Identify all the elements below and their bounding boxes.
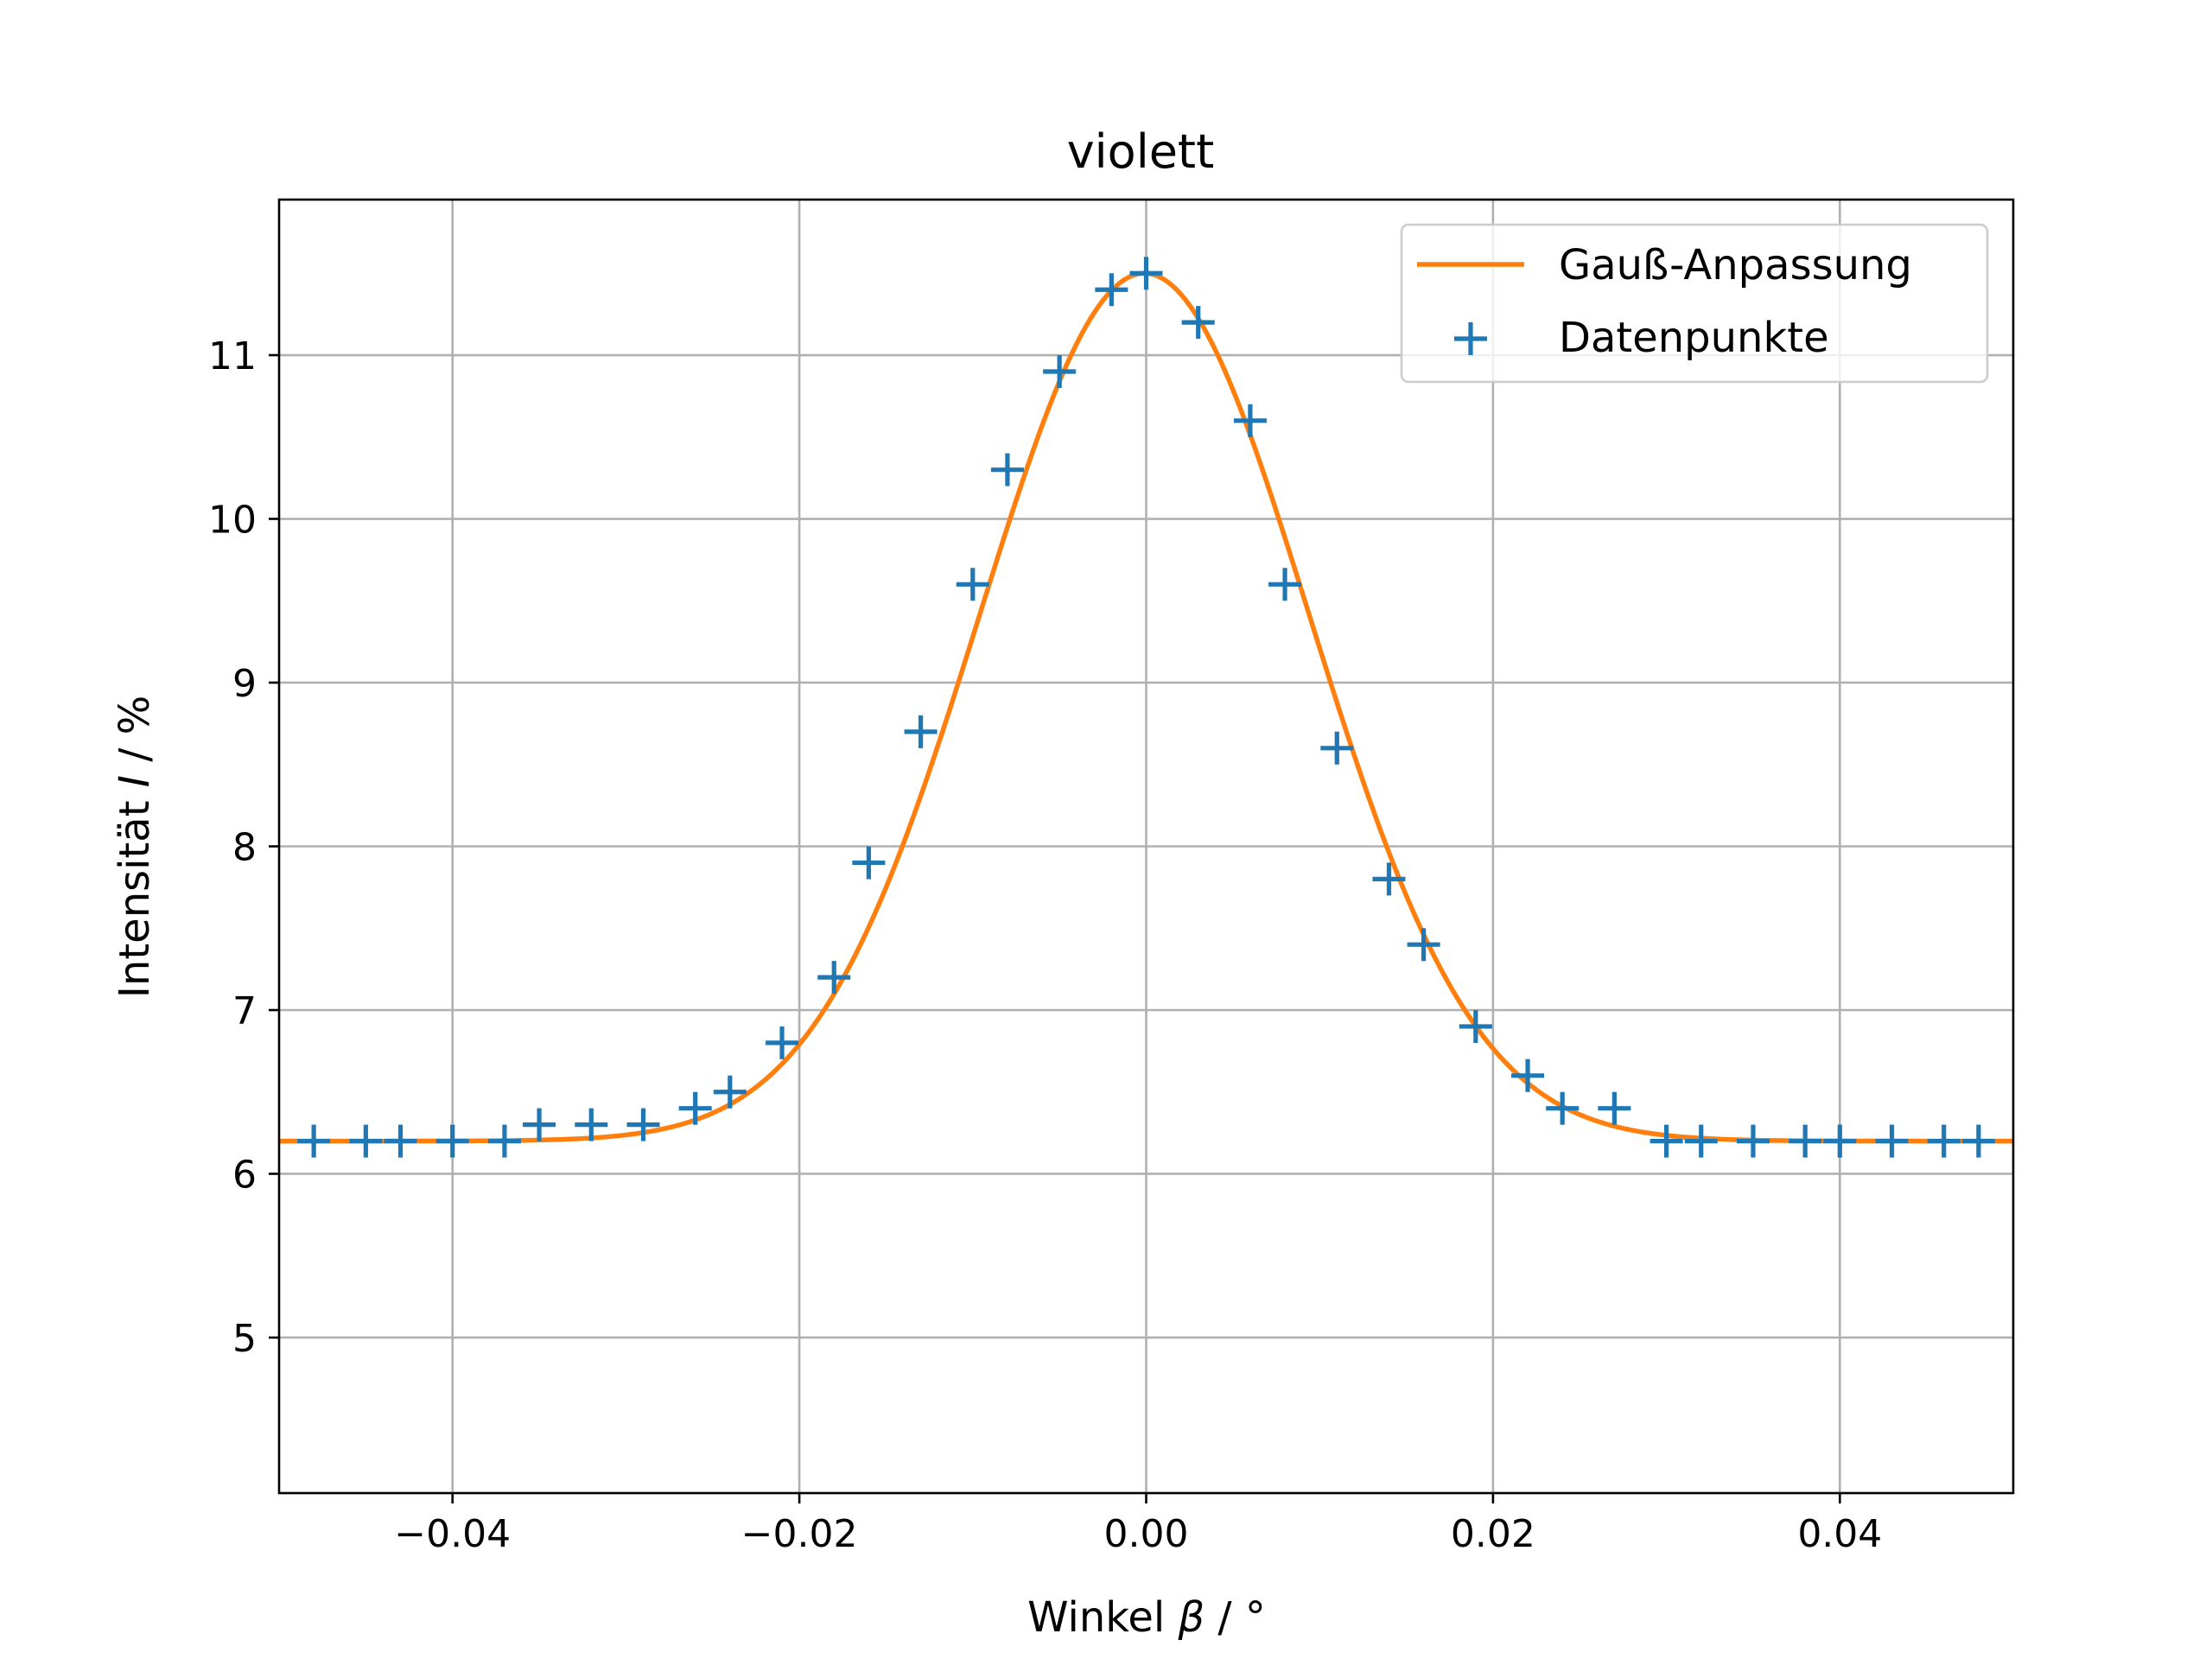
data-point [1511, 1058, 1545, 1092]
data-point [1649, 1124, 1683, 1158]
data-point [678, 1091, 712, 1125]
legend-box [1400, 223, 1989, 384]
data-point [1598, 1091, 1631, 1125]
x-axis-label: Winkel β / ° [1027, 1593, 1266, 1642]
y-axis-label: Intensität I / % [111, 696, 159, 998]
data-point [817, 961, 851, 995]
data-point [575, 1108, 608, 1141]
data-point [990, 453, 1024, 486]
y-tick-label: 10 [208, 499, 257, 543]
plot-content [279, 257, 2013, 1158]
x-tick-label: −0.02 [741, 1512, 858, 1556]
legend-plus-marker [1454, 322, 1487, 355]
data-point [1095, 273, 1128, 307]
data-point [1927, 1124, 1961, 1158]
data-point [1372, 862, 1406, 896]
y-tick-label: 8 [232, 826, 257, 870]
data-point [766, 1026, 799, 1059]
data-point [1407, 928, 1440, 962]
x-tick-label: 0.00 [1104, 1512, 1189, 1556]
legend-plus-swatch [1454, 322, 1487, 355]
data-point [384, 1124, 417, 1158]
data-point [1459, 1009, 1492, 1043]
legend: Gauß-Anpassung Datenpunkte [1400, 223, 1989, 384]
data-point [1181, 306, 1215, 340]
data-point [435, 1124, 469, 1158]
y-tick-label: 5 [232, 1317, 257, 1361]
data-point [1043, 354, 1077, 388]
data-point [1320, 731, 1354, 765]
data-point [487, 1124, 521, 1158]
data-point [297, 1124, 331, 1158]
legend-label-data: Datenpunkte [1559, 314, 1829, 362]
data-point [904, 715, 938, 748]
x-tick-label: −0.04 [394, 1512, 511, 1556]
data-point [1268, 568, 1302, 601]
gridlines [279, 200, 2013, 1493]
x-axis: −0.04 −0.02 0.00 0.02 0.04 [394, 1493, 1882, 1556]
data-point [852, 846, 886, 880]
data-point [956, 568, 989, 601]
data-point [713, 1075, 747, 1109]
data-point [1546, 1091, 1580, 1125]
data-point [1789, 1124, 1822, 1158]
x-tick-label: 0.02 [1451, 1512, 1535, 1556]
y-tick-label: 6 [232, 1153, 257, 1197]
x-tick-label: 0.04 [1797, 1512, 1882, 1556]
y-tick-label: 11 [208, 334, 257, 378]
data-point [1736, 1124, 1770, 1158]
chart-title: violett [1067, 124, 1215, 179]
y-tick-label: 7 [232, 989, 257, 1033]
y-tick-label: 9 [232, 662, 257, 706]
data-point [1233, 404, 1267, 437]
data-point [1961, 1124, 1995, 1158]
y-axis: 5 6 7 8 9 10 11 [208, 334, 279, 1361]
data-point [523, 1108, 556, 1141]
data-point [1875, 1124, 1909, 1158]
data-point [626, 1108, 660, 1141]
data-point [1684, 1124, 1718, 1158]
data-point [1129, 257, 1163, 290]
legend-label-fit: Gauß-Anpassung [1559, 241, 1912, 289]
data-point [1823, 1124, 1857, 1158]
data-point [349, 1124, 383, 1158]
